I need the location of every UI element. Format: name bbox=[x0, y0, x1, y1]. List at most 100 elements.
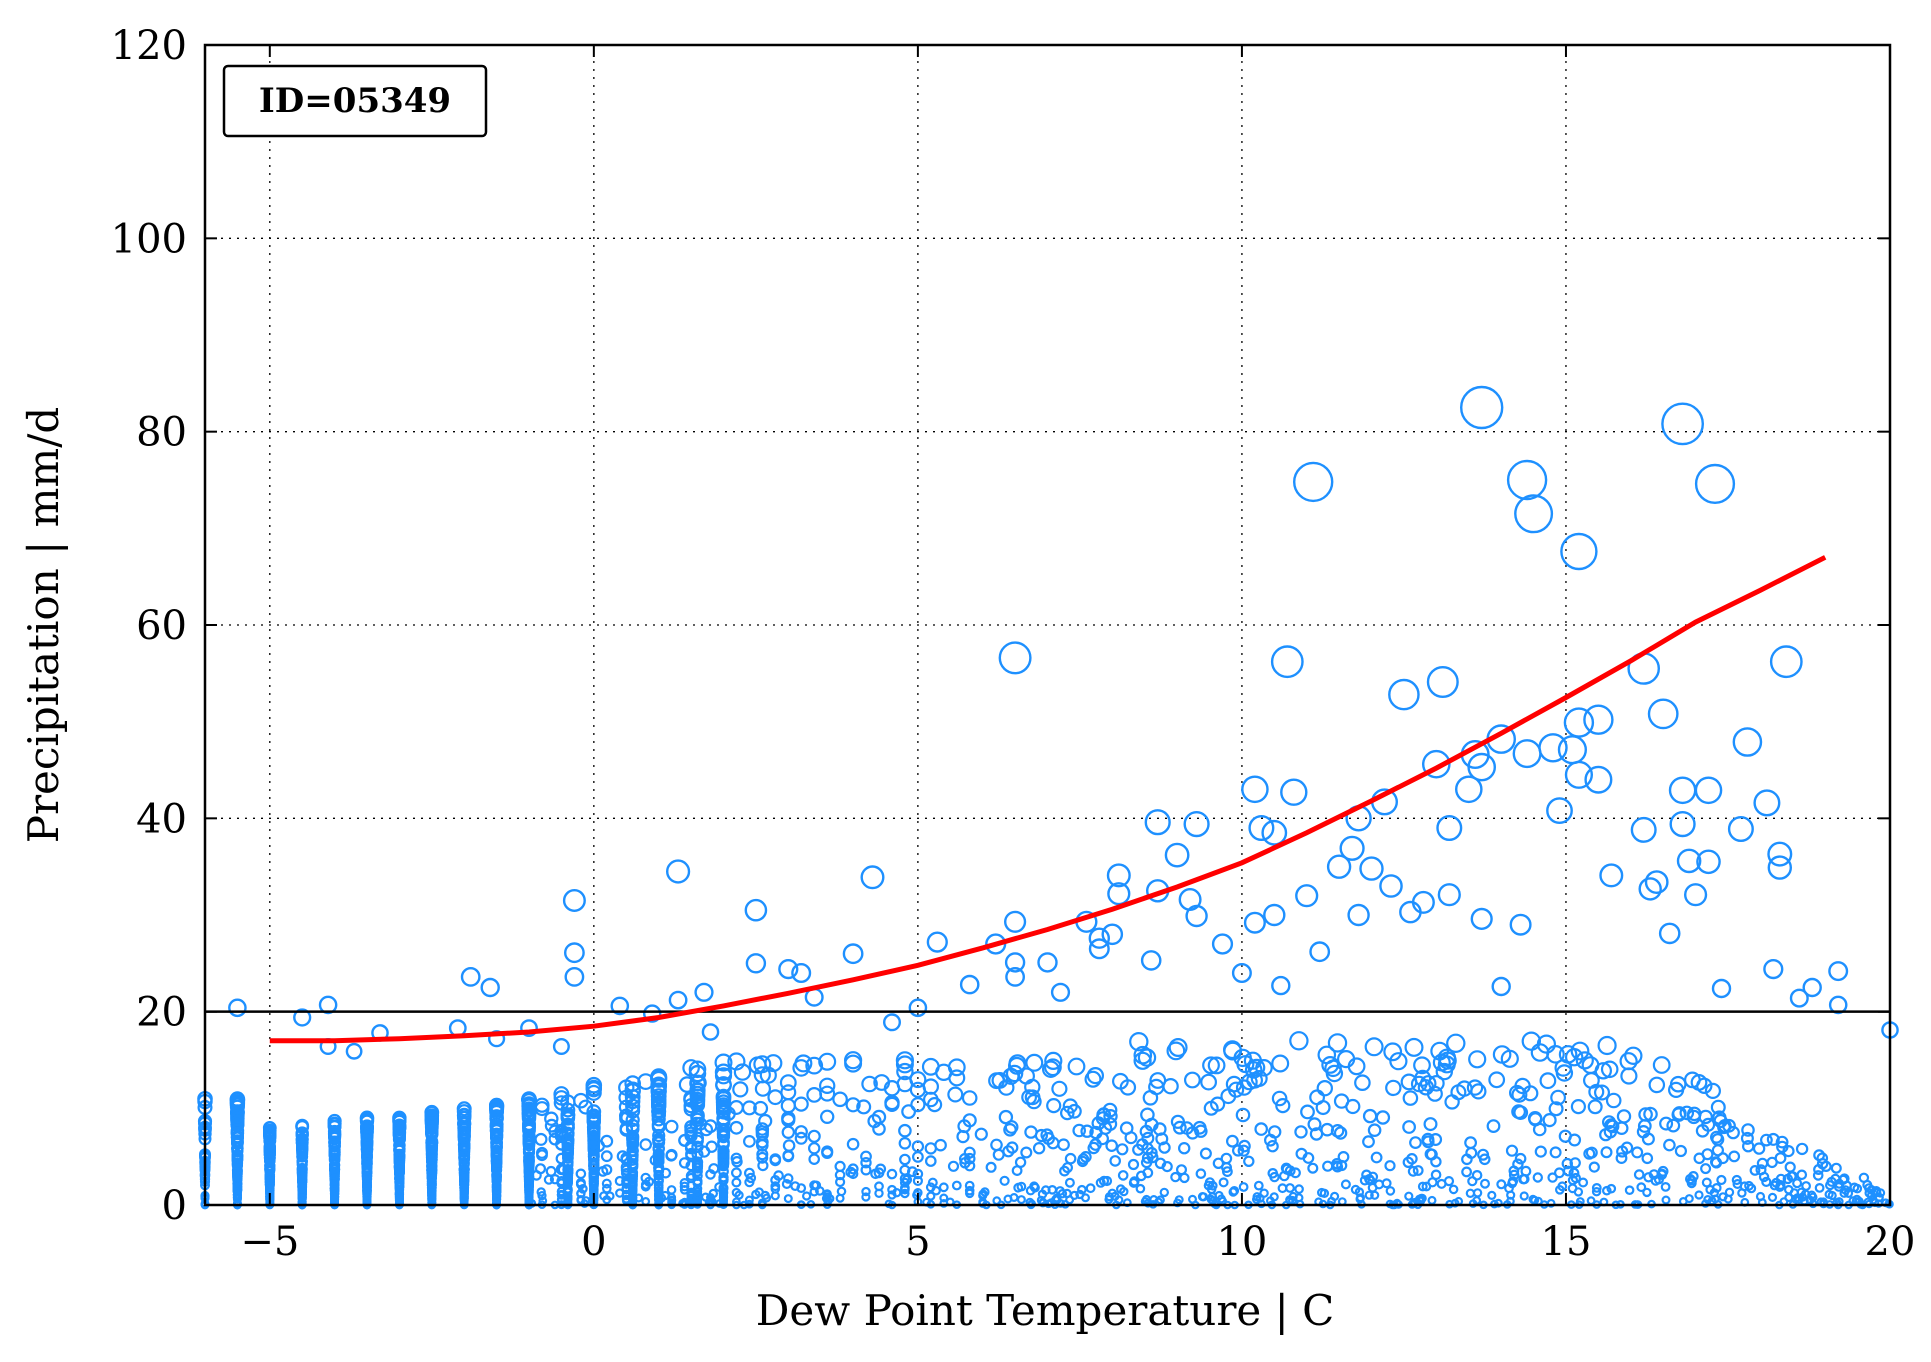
data-point bbox=[1141, 1194, 1151, 1204]
data-point bbox=[1488, 1071, 1506, 1089]
data-point bbox=[1183, 1071, 1201, 1089]
data-point bbox=[1728, 1150, 1741, 1163]
data-point bbox=[585, 1084, 602, 1101]
data-point bbox=[1105, 1139, 1118, 1152]
data-point bbox=[1486, 1119, 1501, 1133]
data-point bbox=[625, 1122, 640, 1137]
data-point bbox=[780, 1084, 797, 1101]
data-point bbox=[1786, 1171, 1797, 1182]
data-point bbox=[1321, 1055, 1340, 1074]
data-point bbox=[1110, 1191, 1120, 1201]
data-point bbox=[665, 859, 691, 884]
data-point bbox=[883, 1013, 902, 1032]
data-point bbox=[488, 1030, 506, 1048]
data-point bbox=[887, 1184, 897, 1195]
data-point bbox=[1037, 1189, 1048, 1199]
data-point bbox=[425, 1124, 439, 1139]
data-point bbox=[1107, 882, 1131, 906]
data-point bbox=[693, 1116, 708, 1131]
data-point bbox=[1309, 1089, 1325, 1106]
data-point bbox=[1319, 1188, 1330, 1199]
data-point bbox=[992, 1148, 1005, 1161]
data-point bbox=[1561, 1157, 1574, 1170]
data-point bbox=[626, 1129, 640, 1144]
data-point bbox=[1700, 1163, 1712, 1175]
data-point bbox=[727, 1052, 746, 1071]
data-point bbox=[1103, 1108, 1118, 1124]
data-point bbox=[1200, 1073, 1217, 1091]
data-point bbox=[588, 1163, 600, 1175]
data-point bbox=[1631, 1146, 1644, 1159]
data-point bbox=[1603, 1124, 1618, 1139]
data-point bbox=[679, 1177, 690, 1188]
data-point bbox=[1459, 385, 1504, 430]
data-point bbox=[860, 1164, 872, 1176]
data-point bbox=[639, 1138, 652, 1151]
data-point bbox=[263, 1134, 277, 1148]
data-point bbox=[1231, 963, 1252, 984]
data-point bbox=[718, 1165, 729, 1177]
data-point bbox=[1450, 1084, 1467, 1101]
data-point bbox=[1409, 1136, 1422, 1149]
data-point bbox=[232, 1190, 242, 1200]
data-point bbox=[1127, 1158, 1140, 1171]
data-point bbox=[562, 1163, 574, 1175]
data-point bbox=[842, 943, 864, 965]
data-point bbox=[552, 1037, 570, 1055]
data-point bbox=[1129, 1031, 1149, 1052]
data-point bbox=[861, 1075, 878, 1093]
data-point bbox=[1660, 1181, 1671, 1192]
data-point bbox=[1004, 952, 1026, 973]
data-point bbox=[1267, 1168, 1279, 1179]
data-point bbox=[1555, 1185, 1565, 1195]
data-point bbox=[1696, 849, 1721, 875]
data-point bbox=[1412, 1165, 1424, 1176]
data-point bbox=[1067, 1057, 1086, 1076]
data-point bbox=[924, 1155, 937, 1167]
data-point bbox=[1512, 1158, 1524, 1170]
data-point bbox=[1710, 1099, 1726, 1115]
data-point bbox=[767, 1089, 784, 1106]
data-point bbox=[1695, 1124, 1710, 1138]
data-point bbox=[1477, 1148, 1490, 1161]
data-point bbox=[860, 1150, 872, 1163]
data-point bbox=[1406, 1153, 1418, 1165]
data-point bbox=[780, 1098, 796, 1114]
data-point bbox=[732, 1081, 749, 1098]
data-point bbox=[1573, 1187, 1584, 1197]
data-point bbox=[980, 1187, 990, 1197]
data-point bbox=[907, 1166, 918, 1178]
data-point bbox=[653, 1162, 665, 1174]
station-id-box: ID=05349 bbox=[222, 64, 488, 138]
data-point bbox=[1014, 1156, 1027, 1169]
data-point bbox=[1066, 1103, 1082, 1119]
data-point bbox=[730, 1152, 743, 1165]
data-point bbox=[1337, 1150, 1350, 1163]
data-point bbox=[1295, 1147, 1308, 1160]
data-point bbox=[1199, 1147, 1212, 1160]
data-point bbox=[926, 1191, 936, 1201]
data-point bbox=[1753, 789, 1781, 817]
data-point bbox=[1717, 1118, 1732, 1133]
data-point bbox=[1042, 1060, 1060, 1078]
data-point bbox=[521, 1116, 536, 1131]
data-point bbox=[756, 1148, 769, 1161]
data-point bbox=[1345, 1098, 1361, 1115]
data-point bbox=[1309, 941, 1331, 963]
data-point bbox=[665, 1148, 678, 1161]
data-point bbox=[1466, 1079, 1484, 1096]
data-point bbox=[753, 1066, 771, 1084]
data-point bbox=[899, 1153, 911, 1166]
data-point bbox=[898, 1123, 912, 1138]
data-point bbox=[689, 1081, 706, 1099]
data-point bbox=[297, 1177, 308, 1188]
data-point bbox=[1505, 1196, 1515, 1206]
data-point bbox=[1388, 678, 1420, 711]
data-point bbox=[585, 1080, 602, 1097]
data-point bbox=[491, 1159, 503, 1171]
data-point bbox=[835, 1193, 845, 1203]
data-point bbox=[1407, 1165, 1419, 1177]
data-point bbox=[555, 1152, 568, 1165]
data-point bbox=[701, 1023, 720, 1041]
data-point bbox=[297, 1183, 308, 1194]
